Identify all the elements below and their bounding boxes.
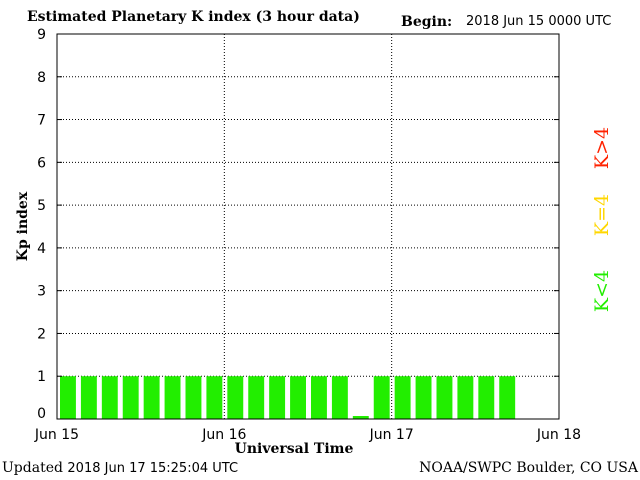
kp-bar <box>457 376 474 419</box>
x-tick-label: Jun 16 <box>201 427 246 443</box>
y-tick-label: 1 <box>37 369 46 385</box>
legend-k-less-4: K<4 <box>591 270 613 312</box>
y-tick-label: 7 <box>37 113 46 129</box>
x-tick-label: Jun 15 <box>34 427 79 443</box>
x-tick-label: Jun 17 <box>369 427 414 443</box>
y-tick-label: 5 <box>37 198 46 214</box>
chart-title: Estimated Planetary K index (3 hour data… <box>27 9 360 25</box>
y-tick-label: 0 <box>37 406 46 422</box>
kp-bar <box>164 376 181 419</box>
kp-bar <box>227 376 244 419</box>
y-axis-label: Kp index <box>15 191 31 261</box>
updated-value: 2018 Jun 17 15:25:04 UTC <box>67 461 239 476</box>
credit: NOAA/SWPC Boulder, CO USA <box>419 460 638 476</box>
kp-bar <box>499 376 516 419</box>
begin-label: Begin: <box>401 14 453 30</box>
kp-bar <box>373 376 390 419</box>
updated-label: Updated <box>2 460 63 476</box>
begin-value: 2018 Jun 15 0000 UTC <box>466 14 612 29</box>
updated-line: Updated 2018 Jun 17 15:25:04 UTC <box>2 460 238 476</box>
kp-bar <box>143 376 160 419</box>
legend-k-equal-4: K=4 <box>591 194 613 236</box>
kp-bar <box>394 376 411 419</box>
kp-bar <box>415 376 432 419</box>
kp-bar <box>80 376 97 419</box>
kp-bar <box>269 376 286 419</box>
kp-bar <box>101 376 118 419</box>
kp-bar <box>331 376 348 419</box>
y-tick-label: 2 <box>37 326 46 342</box>
y-ticks: 0 1 2 3 4 5 6 7 8 9 <box>37 27 559 422</box>
x-axis-label: Universal Time <box>235 441 354 457</box>
kp-bar <box>290 376 306 419</box>
kp-bar <box>311 376 327 419</box>
x-ticks: Jun 15 Jun 16 Jun 17 Jun 18 <box>34 427 581 443</box>
y-tick-label: 6 <box>37 155 46 171</box>
y-tick-label: 8 <box>37 70 46 86</box>
grid-lines <box>57 34 559 419</box>
kp-bar <box>352 416 369 419</box>
kp-bar <box>436 376 453 419</box>
y-tick-label: 3 <box>37 284 46 300</box>
kp-bar <box>248 376 265 419</box>
kp-bar <box>60 376 76 419</box>
x-tick-label: Jun 18 <box>536 427 581 443</box>
kp-bar <box>185 376 202 419</box>
bars-group <box>60 376 516 419</box>
plot-frame <box>56 33 560 420</box>
kp-bar <box>478 376 495 419</box>
y-tick-label: 9 <box>37 27 46 43</box>
kp-bar <box>206 376 223 419</box>
legend-k-greater-4: K>4 <box>591 127 613 169</box>
y-tick-label: 4 <box>37 241 46 257</box>
kp-bar <box>122 376 139 419</box>
